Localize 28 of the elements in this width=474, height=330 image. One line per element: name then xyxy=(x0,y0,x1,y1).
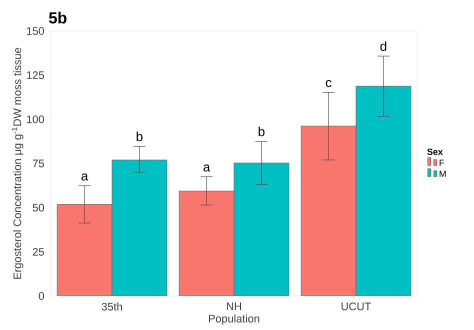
y-tick-label: 0 xyxy=(38,292,44,300)
bar xyxy=(234,162,289,296)
y-tick-label: 125 xyxy=(27,71,44,80)
x-tick-label: UCUT xyxy=(342,302,371,310)
y-tick-label: 50 xyxy=(32,204,44,212)
y-tick-label: 25 xyxy=(32,248,44,256)
y-axis-title: Ergosterol Concentration μg g$^{-1}$DW moss tissue xyxy=(12,48,24,279)
y-tick-label: 75 xyxy=(32,160,44,168)
chart-title: 5b xyxy=(49,12,66,24)
data-label: c xyxy=(326,80,332,88)
data-label: b xyxy=(258,126,265,136)
y-tick-label: 150 xyxy=(27,27,44,35)
legend-label: M xyxy=(440,170,446,177)
x-tick-label: 35th xyxy=(102,302,122,311)
y-tick-label: 100 xyxy=(27,115,44,124)
legend-label: F xyxy=(440,160,444,166)
bar xyxy=(179,191,234,296)
data-label: a xyxy=(203,164,210,172)
data-label: d xyxy=(380,41,386,51)
data-label: b xyxy=(136,132,143,142)
data-label: a xyxy=(81,173,88,181)
bar xyxy=(112,160,167,296)
bar xyxy=(300,126,356,296)
bar xyxy=(356,86,412,296)
x-axis-title: Population xyxy=(209,314,260,325)
legend-title: Sex xyxy=(427,148,443,155)
x-tick-label: NH xyxy=(226,302,242,310)
bar xyxy=(57,204,112,296)
